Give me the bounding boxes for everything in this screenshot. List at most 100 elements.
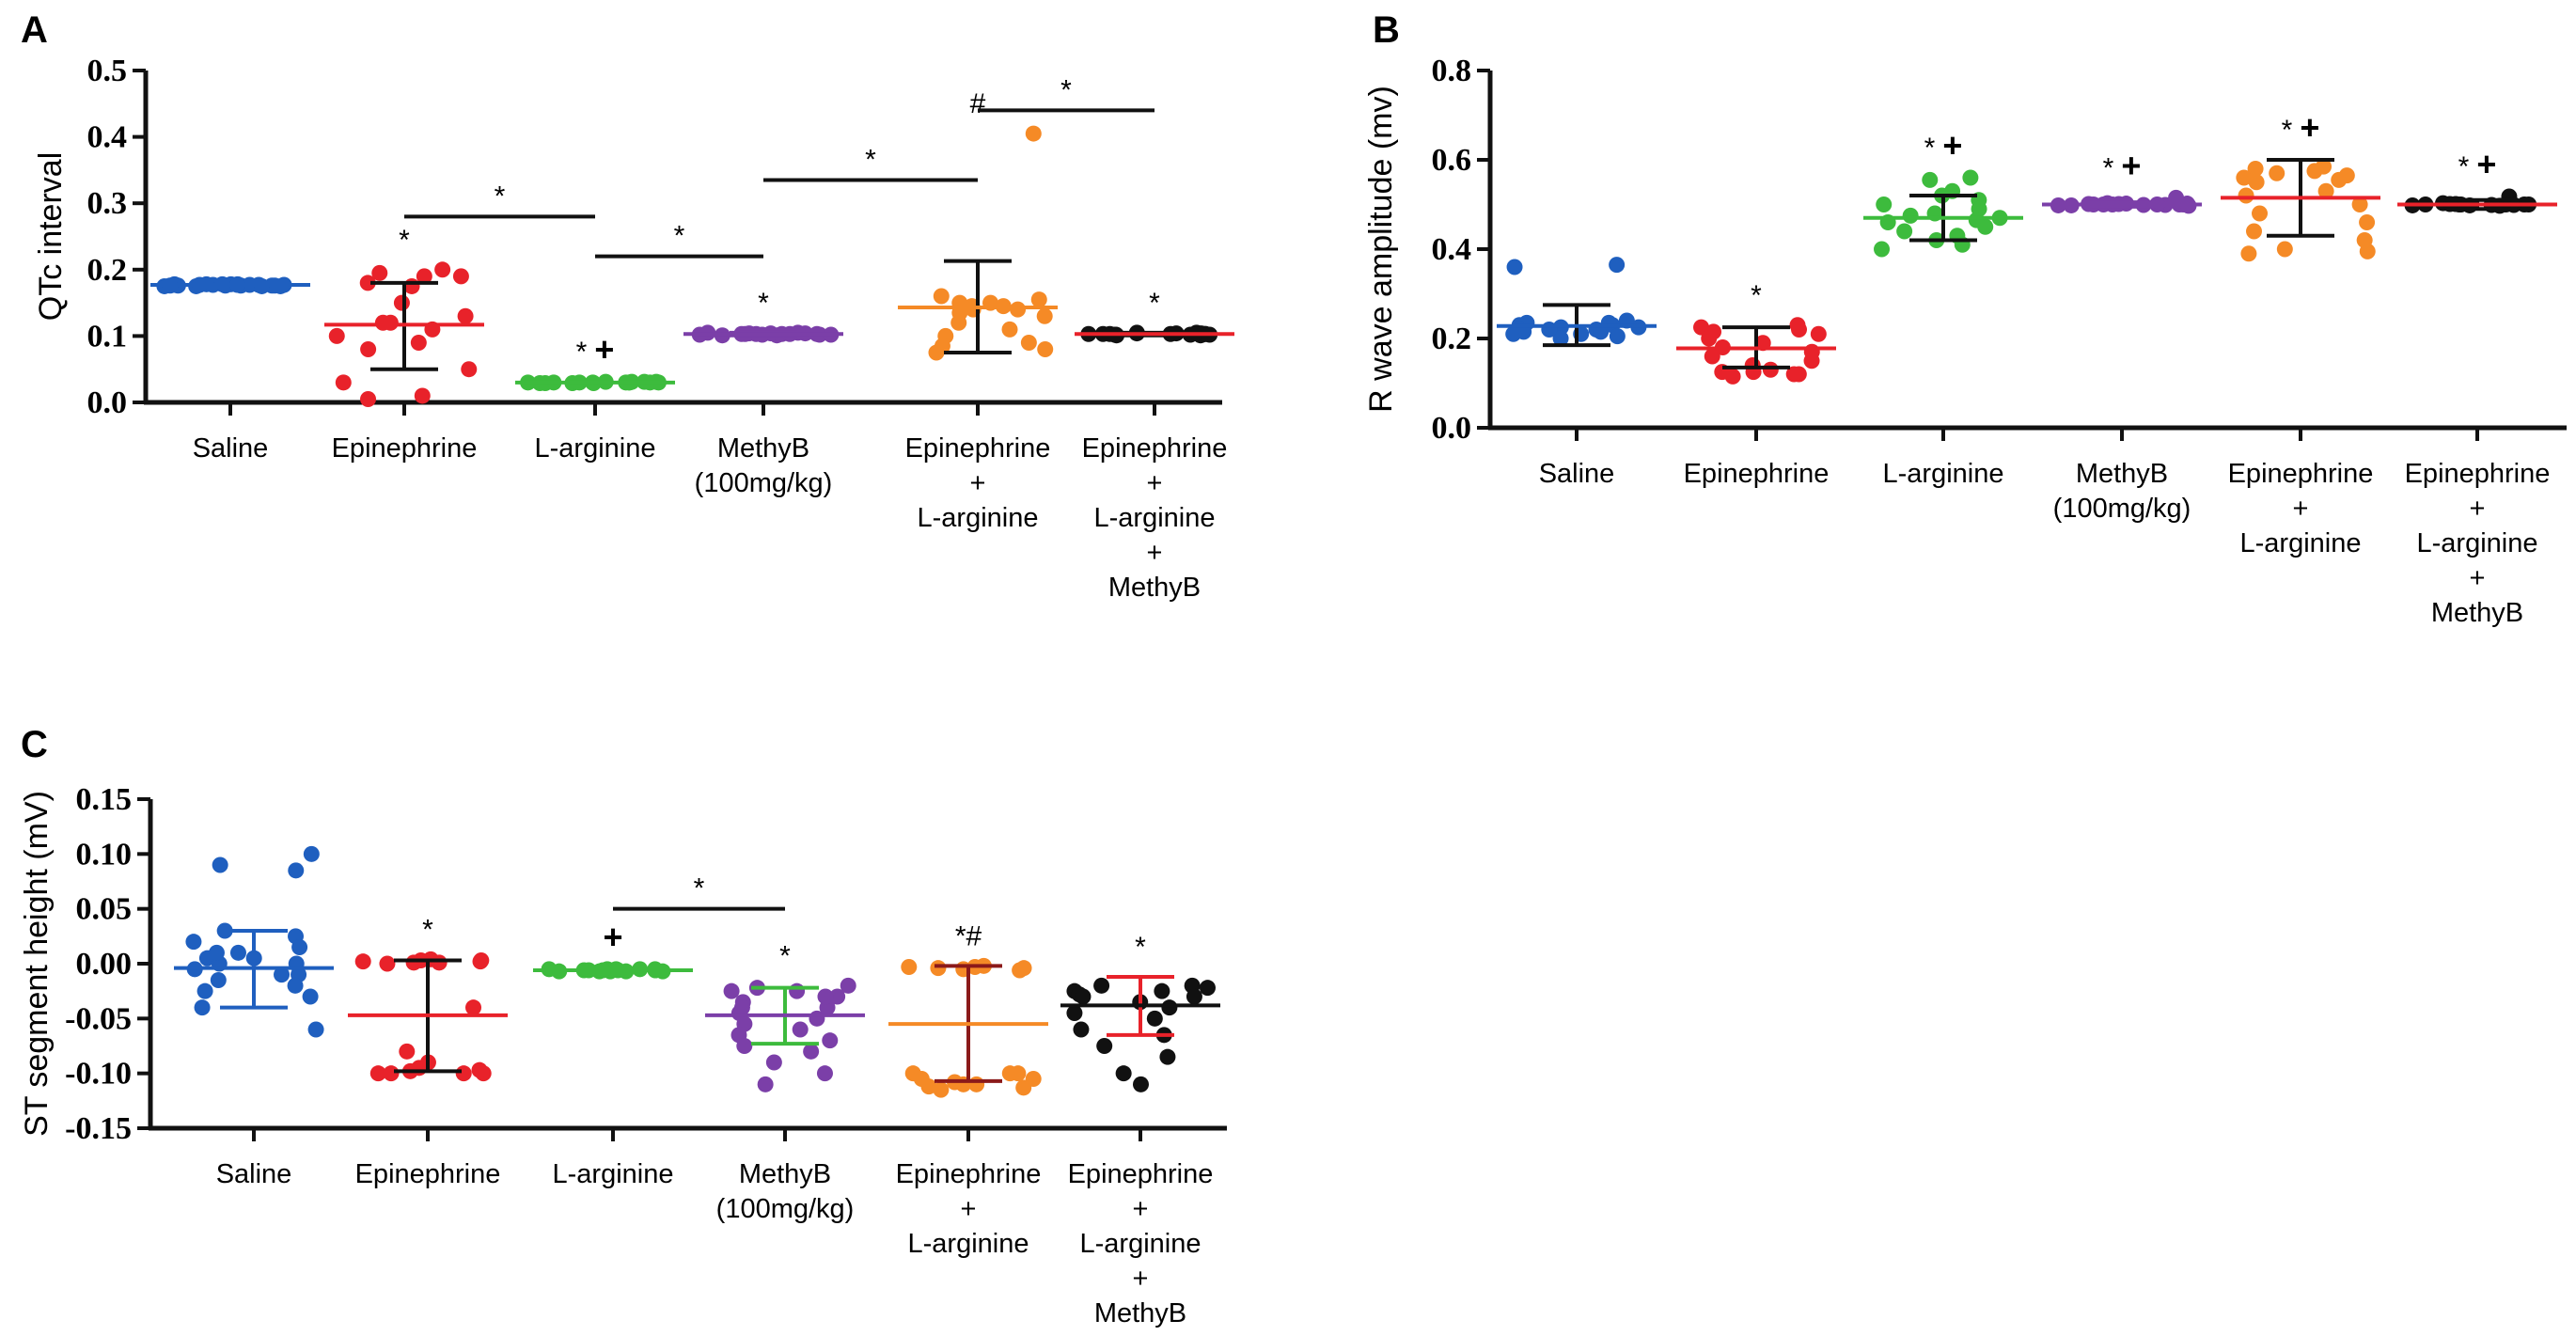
data-point [2306, 163, 2323, 180]
significance-star: * [1751, 280, 1762, 311]
data-point [920, 1078, 937, 1095]
x-tick-label: Epinephrine [1684, 459, 1830, 489]
data-point [829, 988, 846, 1005]
significance-plus: + [1942, 126, 1962, 165]
data-point [1146, 1010, 1163, 1027]
panel-a: A 0.0 0.1 0.2 0.3 0.4 0.5 QTc interval Saline Epi… [21, 9, 1234, 603]
y-axis-title: QTc interval [33, 152, 69, 322]
data-point [2236, 169, 2253, 186]
data-point [1199, 980, 1216, 997]
significance-plus: + [594, 330, 614, 369]
data-point [1001, 321, 1018, 338]
y-tick-label: 0.8 [1432, 54, 1472, 88]
data-point [360, 390, 377, 407]
x-tick-label: Epinephrine [355, 1159, 501, 1189]
data-point [1015, 1079, 1032, 1096]
data-point [1505, 325, 1522, 342]
x-tick-label: + [2293, 494, 2309, 524]
x-tick-label: + [1147, 468, 1163, 498]
significance-label: * + [2458, 145, 2497, 183]
group-4: * + [2221, 108, 2380, 262]
data-point [403, 277, 420, 294]
significance-label: * + [2103, 146, 2142, 184]
data-point [1922, 171, 1939, 188]
data-point [374, 314, 391, 331]
significance-label: * [779, 940, 791, 971]
data-point [471, 1061, 488, 1078]
significance-star: * [422, 914, 433, 945]
group-1: * [348, 914, 508, 1082]
x-tick-label: MethyB [717, 433, 809, 464]
data-point [1609, 328, 1626, 345]
data-point [1762, 361, 1779, 378]
group-3: * + [2042, 146, 2202, 214]
x-tick-label: + [2470, 563, 2486, 593]
data-point [196, 982, 213, 999]
significance-star: * [779, 940, 791, 971]
x-tick-label: L-arginine [2417, 528, 2538, 558]
y-tick-label: 0.6 [1432, 143, 1472, 178]
data-point [399, 1043, 416, 1060]
significance-plus: + [2300, 108, 2319, 147]
x-tick-label: Epinephrine [332, 433, 478, 464]
significance-label: * [422, 914, 433, 945]
panel-letter: C [21, 724, 48, 765]
data-point [379, 955, 396, 972]
data-point [2247, 161, 2264, 177]
data-point [1010, 1065, 1027, 1082]
x-tick-label: Epinephrine [896, 1159, 1042, 1189]
data-point [968, 1076, 985, 1092]
data-point [1876, 196, 1893, 212]
significance-star: * [576, 337, 588, 368]
significance-label: * + [576, 330, 615, 369]
data-point [1186, 988, 1202, 1005]
significance-label: + [603, 918, 622, 956]
data-point [1704, 348, 1720, 365]
data-point [803, 1043, 820, 1060]
data-point [933, 1081, 950, 1098]
y-tick-label: 0.2 [1432, 322, 1472, 356]
x-tick-label: MethyB [2431, 598, 2523, 628]
data-point [371, 264, 388, 281]
significance-star: * [2458, 151, 2470, 182]
significance-label: * [758, 288, 769, 319]
data-point [431, 954, 448, 971]
data-point [1066, 1005, 1083, 1021]
data-point [2238, 187, 2254, 204]
significance-star: * [1149, 288, 1160, 319]
x-tick-label: L-arginine [1094, 503, 1216, 533]
data-point [792, 1021, 809, 1038]
data-point [194, 999, 211, 1016]
data-point [950, 314, 967, 331]
comparison-label: * [865, 144, 876, 175]
data-point [2317, 182, 2334, 199]
data-point [1096, 1038, 1113, 1054]
data-point [461, 361, 478, 378]
data-point [287, 977, 304, 994]
data-point [1030, 291, 1047, 308]
data-point [414, 387, 431, 404]
data-point [733, 999, 750, 1016]
x-tick-label: MethyB [739, 1159, 831, 1189]
x-tick-label: L-arginine [1080, 1229, 1202, 1259]
y-tick-label: 0.3 [87, 186, 128, 221]
significance-label: * [399, 225, 410, 256]
data-point [465, 999, 482, 1016]
x-tick-label: + [2470, 494, 2486, 524]
data-point [822, 1032, 839, 1049]
y-tick-label: -0.05 [65, 1001, 132, 1036]
x-tick-label: + [1147, 538, 1163, 568]
x-tick-label: Epinephrine [905, 433, 1051, 464]
data-point [1154, 982, 1170, 999]
group-2: * + [515, 330, 675, 392]
data-point [2276, 241, 2293, 258]
x-tick-label: MethyB [2076, 459, 2168, 489]
group-0 [150, 275, 310, 294]
data-point [1036, 307, 1053, 324]
group-3: * [683, 288, 843, 344]
data-point [185, 934, 202, 951]
group-2: + [533, 918, 693, 980]
y-tick-label: 0.5 [87, 54, 128, 88]
x-tick-label: MethyB [1108, 573, 1201, 603]
